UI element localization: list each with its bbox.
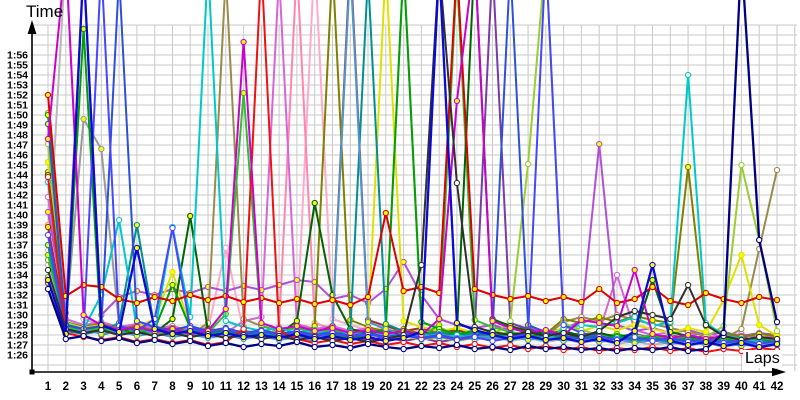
svg-text:14: 14 — [273, 381, 286, 393]
x-axis-title: Laps — [743, 350, 782, 368]
svg-text:3: 3 — [80, 381, 86, 393]
svg-text:1:33: 1:33 — [7, 280, 28, 292]
svg-text:1:41: 1:41 — [7, 200, 28, 212]
svg-text:1: 1 — [45, 381, 52, 393]
svg-text:1:51: 1:51 — [7, 100, 28, 112]
svg-text:1:50: 1:50 — [7, 110, 28, 122]
svg-text:1:43: 1:43 — [7, 180, 28, 192]
svg-text:31: 31 — [575, 381, 588, 393]
svg-text:8: 8 — [169, 381, 176, 393]
svg-text:33: 33 — [611, 381, 624, 393]
svg-text:1:36: 1:36 — [7, 250, 28, 262]
svg-text:1:26: 1:26 — [7, 350, 28, 362]
svg-text:1:53: 1:53 — [7, 80, 28, 92]
svg-text:23: 23 — [433, 381, 446, 393]
y-axis-title: Time — [26, 2, 64, 21]
svg-text:1:31: 1:31 — [7, 300, 28, 312]
svg-text:1:52: 1:52 — [7, 90, 28, 102]
svg-text:7: 7 — [151, 381, 157, 393]
svg-text:1:47: 1:47 — [7, 140, 28, 152]
svg-text:19: 19 — [362, 381, 375, 393]
svg-text:1:32: 1:32 — [7, 290, 28, 302]
svg-text:1:38: 1:38 — [7, 230, 28, 242]
svg-text:34: 34 — [628, 381, 641, 393]
svg-text:18: 18 — [344, 381, 357, 393]
svg-text:1:49: 1:49 — [7, 120, 28, 132]
svg-text:6: 6 — [134, 381, 140, 393]
svg-text:21: 21 — [397, 381, 410, 393]
svg-text:42: 42 — [771, 381, 784, 393]
svg-text:10: 10 — [202, 381, 215, 393]
svg-text:39: 39 — [717, 381, 730, 393]
svg-text:5: 5 — [116, 381, 123, 393]
svg-text:1:40: 1:40 — [7, 210, 28, 222]
svg-text:22: 22 — [415, 381, 428, 393]
svg-text:29: 29 — [539, 381, 552, 393]
svg-text:35: 35 — [646, 381, 659, 393]
svg-text:1:28: 1:28 — [7, 330, 28, 342]
svg-text:40: 40 — [735, 381, 748, 393]
svg-text:1:54: 1:54 — [7, 70, 28, 82]
svg-text:12: 12 — [237, 381, 250, 393]
svg-text:20: 20 — [379, 381, 392, 393]
svg-text:1:34: 1:34 — [7, 270, 28, 282]
svg-text:1:27: 1:27 — [7, 340, 28, 352]
svg-text:41: 41 — [753, 381, 766, 393]
svg-text:1:44: 1:44 — [7, 170, 28, 182]
svg-text:1:46: 1:46 — [7, 150, 28, 162]
svg-text:24: 24 — [451, 381, 464, 393]
svg-text:1:45: 1:45 — [7, 160, 28, 172]
svg-text:4: 4 — [98, 381, 105, 393]
svg-text:15: 15 — [291, 381, 304, 393]
svg-text:25: 25 — [468, 381, 481, 393]
svg-text:1:48: 1:48 — [7, 130, 28, 142]
svg-text:36: 36 — [664, 381, 677, 393]
svg-text:17: 17 — [326, 381, 339, 393]
svg-text:37: 37 — [682, 381, 695, 393]
svg-text:28: 28 — [522, 381, 535, 393]
svg-text:1:37: 1:37 — [7, 240, 28, 252]
svg-text:1:30: 1:30 — [7, 310, 28, 322]
svg-text:16: 16 — [308, 381, 321, 393]
svg-text:1:29: 1:29 — [7, 320, 28, 332]
svg-text:13: 13 — [255, 381, 268, 393]
svg-text:11: 11 — [220, 381, 233, 393]
svg-text:1:39: 1:39 — [7, 220, 28, 232]
svg-text:1:55: 1:55 — [7, 60, 28, 72]
svg-text:30: 30 — [557, 381, 570, 393]
svg-text:27: 27 — [504, 381, 517, 393]
svg-text:1:35: 1:35 — [7, 260, 28, 272]
svg-text:1:42: 1:42 — [7, 190, 28, 202]
svg-text:1:56: 1:56 — [7, 50, 28, 62]
svg-text:9: 9 — [187, 381, 193, 393]
svg-text:2: 2 — [63, 381, 69, 393]
svg-text:32: 32 — [593, 381, 606, 393]
svg-text:38: 38 — [700, 381, 713, 393]
svg-text:26: 26 — [486, 381, 499, 393]
